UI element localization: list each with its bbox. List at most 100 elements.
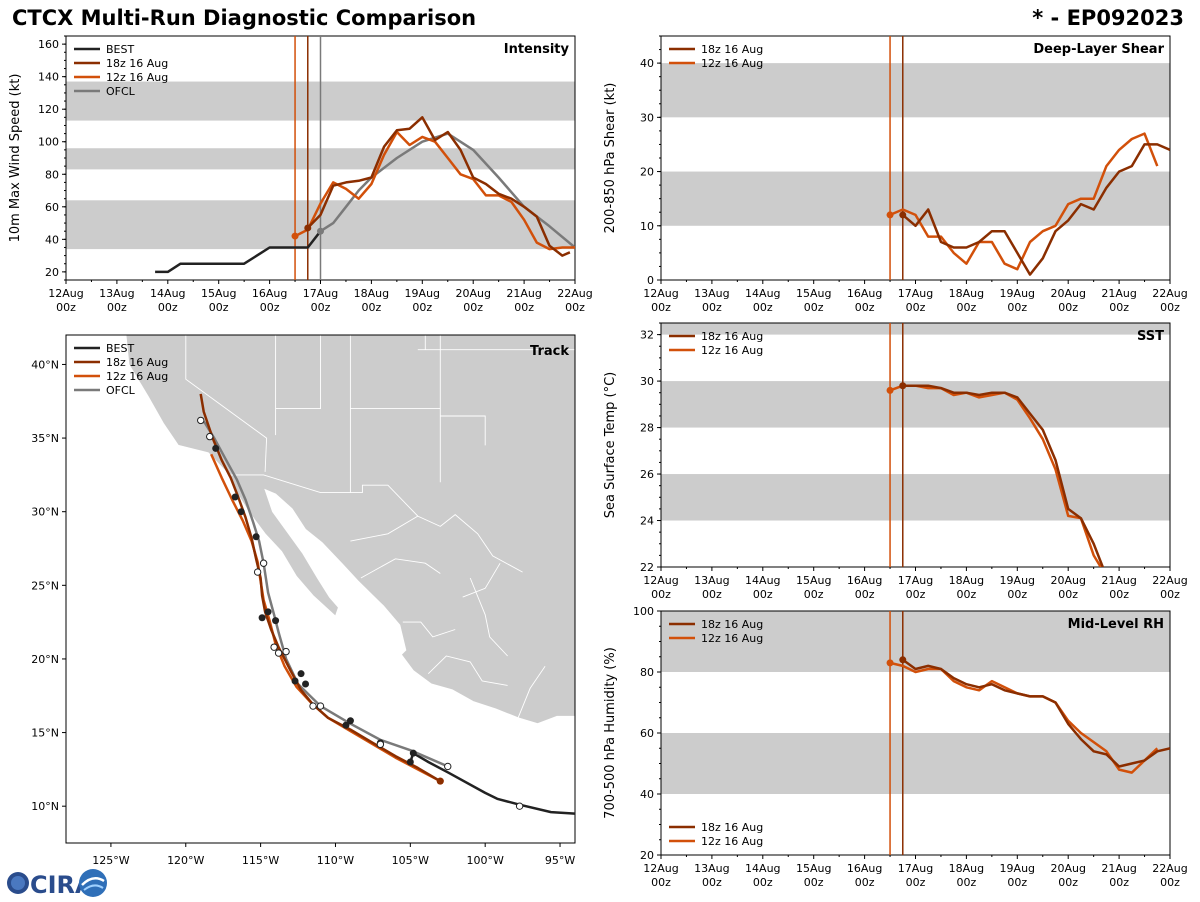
x-tick-label-hour: 00z <box>906 876 926 889</box>
ofcl-position-dot <box>206 432 214 441</box>
x-tick-label-date: 14Aug <box>150 287 185 300</box>
x-tick-label-date: 14Aug <box>745 574 780 587</box>
x-tick-label-hour: 00z <box>753 876 773 889</box>
x-tick-label-hour: 00z <box>855 876 875 889</box>
series-start-marker-ofcl <box>317 227 324 235</box>
best-position-dot <box>346 717 354 725</box>
plot-frame <box>65 334 576 844</box>
state-border <box>462 562 501 598</box>
legend-label-r18: 18z 16 Aug <box>701 821 763 834</box>
track-line-best <box>409 751 575 815</box>
series-line-r12 <box>889 132 1159 271</box>
y-tick-label: 80 <box>640 666 654 679</box>
x-tick-label: 105°W <box>392 854 429 867</box>
x-tick-label-hour: 00z <box>1007 588 1027 601</box>
legend-label-r18: 18z 16 Aug <box>106 57 168 70</box>
y-tick-label: 40 <box>45 233 59 246</box>
x-tick-label-date: 21Aug <box>1101 862 1136 875</box>
panel-intensity: 2040608010012014016012Aug00z13Aug00z14Au… <box>8 35 593 314</box>
legend-label-r18: 18z 16 Aug <box>701 618 763 631</box>
panel-title: Deep-Layer Shear <box>1033 42 1164 57</box>
x-tick-label-hour: 00z <box>565 301 585 314</box>
panel-track: 125°W 120°W 115°W 110°W 105°W 100°W 95°W 10°N 15… <box>31 334 576 867</box>
x-tick-label: 95°W <box>545 854 575 867</box>
x-tick-label-date: 13Aug <box>694 862 729 875</box>
x-tick-label-date: 16Aug <box>252 287 287 300</box>
x-tick-label-date: 19Aug <box>1000 574 1035 587</box>
x-tick-label-date: 12Aug <box>48 287 83 300</box>
x-tick-label-date: 17Aug <box>898 287 933 300</box>
legend-label-r12: 12z 16 Aug <box>106 370 168 383</box>
y-tick-label: 26 <box>640 468 654 481</box>
storm-id: * - EP092023 <box>1032 6 1184 30</box>
threshold-band <box>661 474 1170 521</box>
y-tick-label: 10°N <box>31 800 59 813</box>
x-tick-label-hour: 00z <box>906 588 926 601</box>
legend-label-r12: 12z 16 Aug <box>701 344 763 357</box>
x-tick-label-date: 21Aug <box>506 287 541 300</box>
x-tick-label-hour: 00z <box>1007 301 1027 314</box>
ofcl-position-dot <box>270 643 278 651</box>
x-tick-label-date: 12Aug <box>643 862 678 875</box>
best-position-dot <box>342 721 350 729</box>
ofcl-position-dot <box>259 559 268 567</box>
x-tick-label-hour: 00z <box>1109 876 1129 889</box>
panel-sst: 22242628303212Aug00z13Aug00z14Aug00z15Au… <box>603 322 1188 601</box>
legend-label-r18: 18z 16 Aug <box>106 356 168 369</box>
x-tick-label-date: 13Aug <box>694 287 729 300</box>
x-tick-label-date: 14Aug <box>745 287 780 300</box>
state-border <box>402 621 456 638</box>
x-tick-label-date: 16Aug <box>847 574 882 587</box>
legend-label-best: BEST <box>106 43 134 56</box>
y-tick-label: 140 <box>38 71 59 84</box>
x-tick-label-date: 19Aug <box>1000 862 1035 875</box>
panel-title: SST <box>1137 329 1164 344</box>
y-tick-label: 32 <box>640 329 654 342</box>
state-border <box>185 335 268 472</box>
x-tick-label-date: 12Aug <box>643 287 678 300</box>
x-tick-label-hour: 00z <box>702 301 722 314</box>
legend-label-ofcl: OFCL <box>106 85 136 98</box>
x-tick-label-hour: 00z <box>804 876 824 889</box>
y-tick-label: 24 <box>640 515 654 528</box>
x-tick-label-date: 20Aug <box>1050 287 1085 300</box>
y-tick-label: 40°N <box>31 358 59 371</box>
ofcl-position-dot <box>316 702 325 710</box>
series-start-marker-r18 <box>899 211 907 219</box>
x-tick-label: 100°W <box>466 854 503 867</box>
x-tick-label-date: 13Aug <box>99 287 134 300</box>
threshold-band <box>661 611 1170 672</box>
y-tick-label: 60 <box>640 727 654 740</box>
y-tick-label: 40 <box>640 788 654 801</box>
figure-title: CTCX Multi-Run Diagnostic Comparison <box>12 6 477 30</box>
series-line-r12 <box>294 130 575 251</box>
series-line-r18 <box>902 658 1170 768</box>
x-tick-label-date: 18Aug <box>354 287 389 300</box>
x-tick-label-hour: 00z <box>957 588 977 601</box>
x-tick-label-hour: 00z <box>1160 876 1180 889</box>
x-tick-label-date: 15Aug <box>796 862 831 875</box>
best-position-dot <box>291 677 299 685</box>
best-position-dot <box>231 493 239 501</box>
legend-label-r12: 12z 16 Aug <box>701 835 763 848</box>
y-tick-label: 160 <box>38 38 59 51</box>
legend-label-r12: 12z 16 Aug <box>701 57 763 70</box>
x-tick-label-date: 22Aug <box>1152 287 1187 300</box>
x-tick-label-date: 20Aug <box>1050 574 1085 587</box>
y-axis-label: 200-850 hPa Shear (kt) <box>603 83 618 234</box>
series-start-marker-r18 <box>899 382 907 390</box>
x-tick-label-date: 17Aug <box>898 862 933 875</box>
x-tick-label-date: 19Aug <box>1000 287 1035 300</box>
state-border <box>427 655 508 686</box>
threshold-band <box>661 381 1170 428</box>
state-border <box>517 666 546 718</box>
ofcl-position-dot <box>376 740 385 749</box>
legend-label-r12: 12z 16 Aug <box>106 71 168 84</box>
x-tick-label-hour: 00z <box>1058 301 1078 314</box>
x-tick-label-hour: 00z <box>1160 588 1180 601</box>
legend-label-best: BEST <box>106 342 134 355</box>
panel-rh: 2040608010012Aug00z13Aug00z14Aug00z15Aug… <box>603 605 1188 889</box>
y-tick-label: 120 <box>38 103 59 116</box>
x-tick-label-hour: 00z <box>1058 588 1078 601</box>
